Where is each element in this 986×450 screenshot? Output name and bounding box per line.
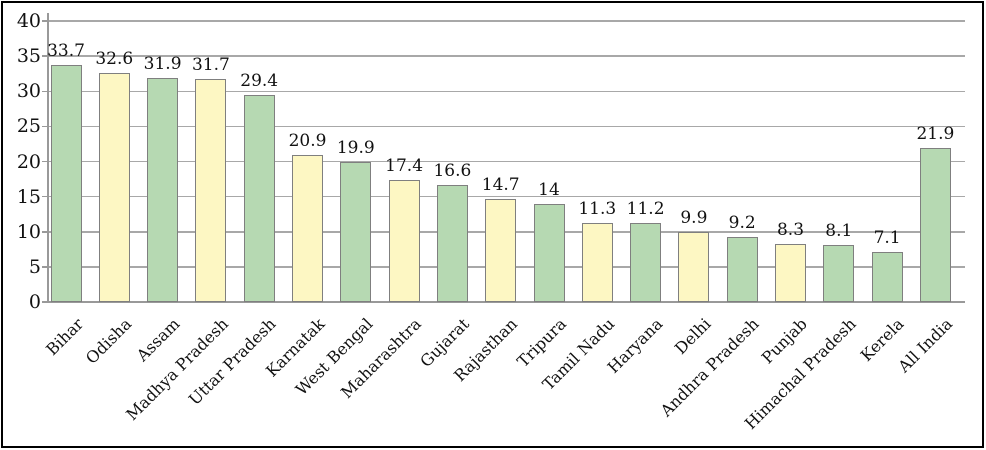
x-category-label: Delhi (670, 314, 715, 359)
bar (871, 252, 903, 302)
bar-value-label: 8.3 (776, 219, 805, 240)
y-axis-tick-label: 10 (16, 220, 41, 243)
bar (292, 155, 323, 302)
bar-value-label: 33.7 (47, 41, 85, 62)
bar (50, 65, 82, 302)
bar-value-label: 31.9 (143, 53, 182, 74)
bar (147, 77, 179, 302)
gridline (48, 20, 965, 22)
gridline (48, 55, 965, 57)
y-axis-tick (42, 231, 48, 233)
y-axis-tick (42, 20, 48, 22)
bar (726, 237, 758, 302)
y-axis-tick (42, 195, 48, 198)
bar-value-label: 14.7 (481, 174, 520, 195)
bar-value-label: 11.2 (626, 199, 665, 220)
bar (485, 198, 517, 302)
bar-value-label: 17.4 (385, 155, 424, 176)
bar-value-label: 8.1 (825, 221, 853, 242)
y-axis-tick (42, 266, 48, 268)
y-axis-tick-label: 5 (28, 255, 41, 278)
y-axis-line (47, 13, 49, 303)
x-category-label: Bihar (41, 314, 87, 360)
bar-value-label: 21.9 (916, 124, 955, 145)
gridline (48, 160, 965, 163)
bar-value-label: 29.4 (240, 71, 279, 92)
gridline (48, 90, 965, 92)
bar-value-label: 32.6 (95, 48, 134, 69)
bar (195, 79, 227, 302)
bar (388, 179, 420, 302)
bar-value-label: 9.2 (728, 213, 756, 234)
bar (533, 203, 565, 302)
y-axis-tick (42, 160, 48, 163)
y-axis-tick-label: 15 (16, 185, 41, 208)
y-axis-tick (42, 125, 48, 128)
bar-value-label: 11.3 (578, 198, 617, 219)
bar (581, 222, 613, 302)
gridline (48, 195, 965, 198)
bar-value-label: 31.7 (191, 55, 230, 76)
bar (243, 95, 275, 302)
y-axis-tick-label: 30 (16, 80, 41, 103)
bar (98, 72, 130, 302)
y-axis-tick-label: 0 (28, 291, 41, 313)
bar-value-label: 19.9 (336, 138, 375, 159)
y-axis-tick-label: 25 (16, 115, 41, 138)
y-axis-tick (42, 90, 48, 92)
bar (823, 245, 855, 302)
bar (775, 243, 806, 302)
bar-value-label: 20.9 (288, 131, 327, 152)
y-axis-tick (42, 301, 48, 303)
bar (340, 162, 372, 302)
x-category-label: Odisha (81, 314, 136, 368)
bar-value-label: 16.6 (433, 161, 472, 182)
y-axis-tick-label: 20 (16, 150, 41, 173)
bar-value-label: 9.9 (680, 208, 708, 229)
y-axis-tick-label: 40 (16, 10, 41, 32)
gridline (48, 125, 965, 128)
bar (678, 232, 710, 302)
bar-value-label: 7.1 (873, 228, 901, 249)
y-axis-tick-label: 35 (16, 45, 41, 68)
bar (630, 223, 662, 302)
bar (436, 185, 468, 302)
x-axis-baseline (48, 301, 965, 304)
bar (919, 148, 951, 302)
y-axis-tick (42, 55, 48, 57)
bar-value-label: 14 (538, 179, 560, 200)
